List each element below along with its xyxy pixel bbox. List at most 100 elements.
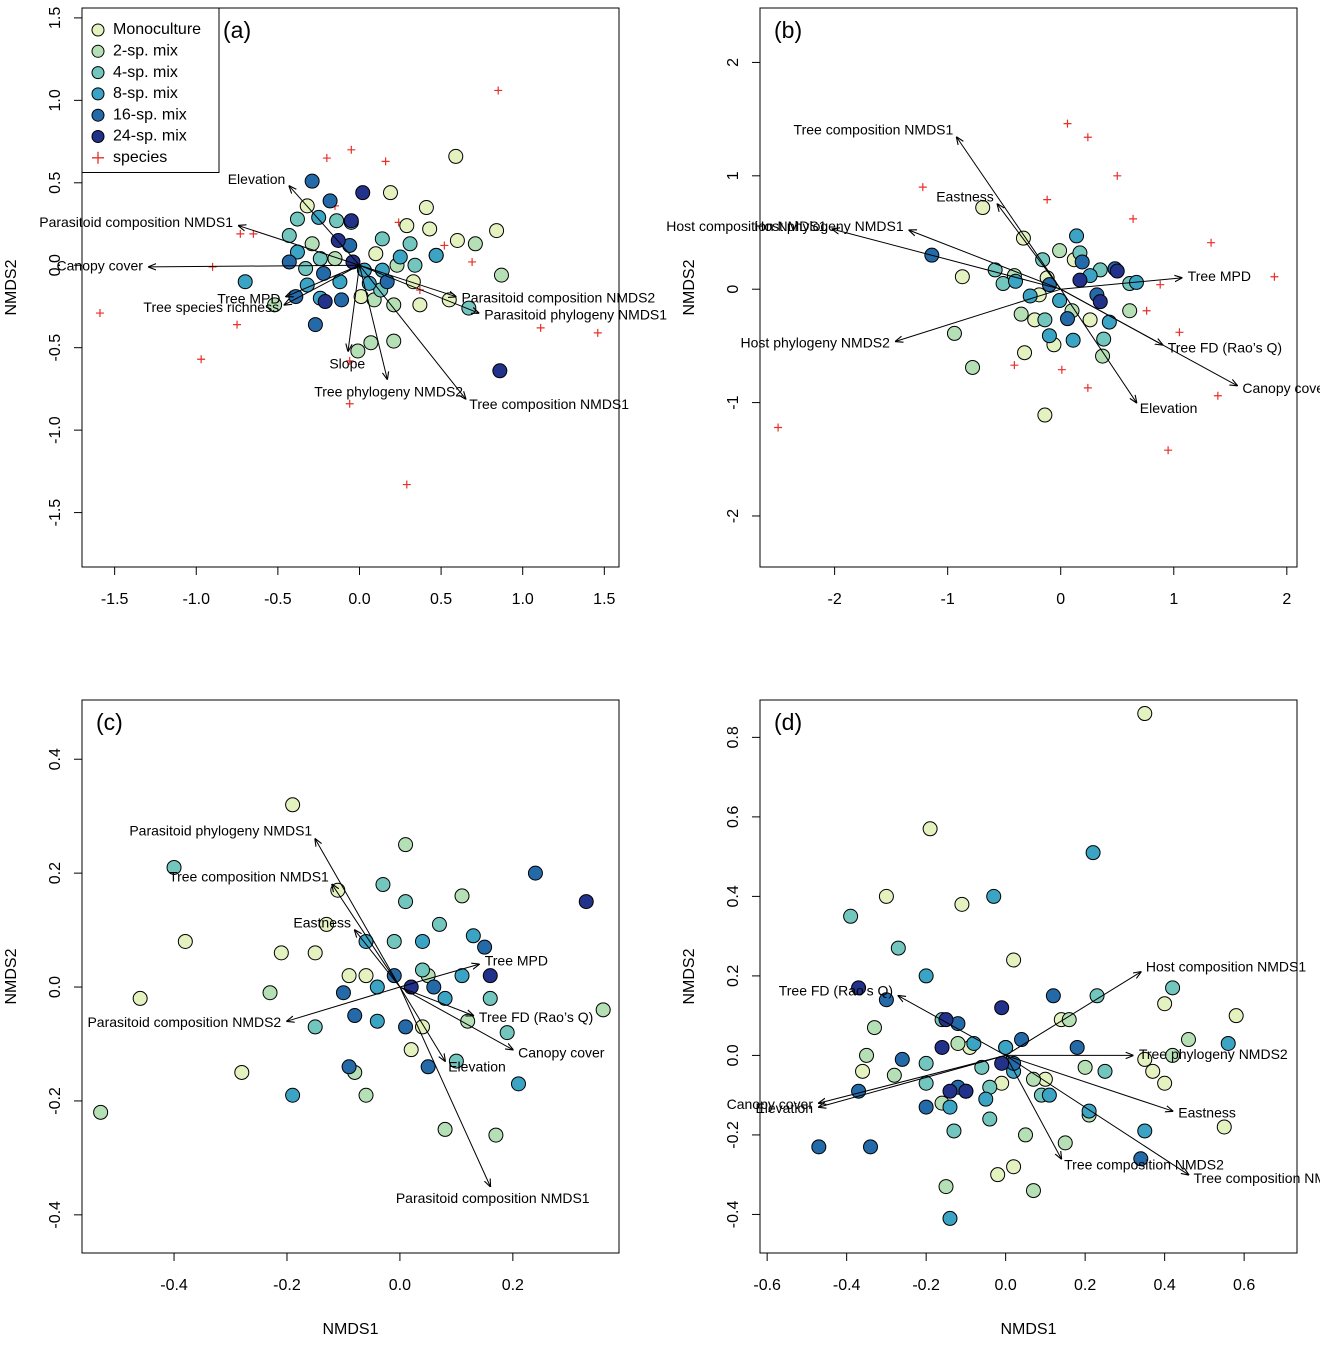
site-point: [465, 928, 481, 944]
x-tick-label: 1.0: [512, 591, 534, 608]
legend-label: 8-sp. mix: [113, 85, 178, 102]
y-tick-label: 0.0: [47, 254, 64, 276]
y-tick-label: -0.5: [47, 334, 64, 362]
vector-arrow: [399, 986, 473, 1015]
site-point: [1013, 306, 1029, 322]
site-point: [1041, 1087, 1057, 1103]
site-point: [1077, 1059, 1093, 1075]
x-tick-label: -1: [941, 591, 955, 608]
vector-arrow: [1060, 288, 1237, 385]
site-point: [460, 1013, 476, 1029]
site-point: [1137, 706, 1153, 722]
vector-arrow: [1005, 1054, 1173, 1111]
vector-label: Tree phylogeny NMDS2: [314, 383, 463, 399]
species-point: [536, 323, 545, 332]
site-point: [878, 888, 894, 904]
x-axis-label: NMDS1: [1000, 1321, 1056, 1338]
y-tick-label: 0.2: [47, 862, 64, 884]
vector-label: Eastness: [936, 188, 994, 204]
site-point: [922, 821, 938, 837]
site-point: [382, 185, 398, 201]
site-point: [341, 968, 357, 984]
site-point: [392, 249, 408, 265]
vector-arrow: [355, 930, 401, 988]
x-tick-label: -0.4: [160, 1277, 188, 1294]
site-point: [863, 1139, 879, 1155]
site-point: [1069, 228, 1085, 244]
vector-arrow: [149, 265, 360, 267]
site-point: [946, 1123, 962, 1139]
species-point: [381, 157, 390, 166]
site-point: [285, 797, 301, 813]
site-point: [422, 221, 438, 237]
y-tick-label: 0.4: [47, 748, 64, 770]
site-point: [386, 333, 402, 349]
species-point: [347, 145, 356, 154]
site-point: [1137, 1123, 1153, 1139]
y-tick-label: -2: [725, 509, 742, 523]
species-point: [1083, 133, 1092, 142]
legend-marker: [91, 44, 105, 58]
vector-arrow: [399, 986, 445, 1061]
species-point: [322, 154, 331, 163]
vector-label: Tree composition NMDS1: [794, 121, 954, 137]
site-point: [866, 1020, 882, 1036]
species-point: [494, 86, 503, 95]
vector-label: Elevation: [228, 171, 286, 187]
site-point: [1145, 1063, 1161, 1079]
x-tick-label: 0.2: [1074, 1277, 1096, 1294]
site-point: [894, 1051, 910, 1067]
species-point: [1057, 365, 1066, 374]
site-point: [399, 218, 415, 234]
y-tick-label: -0.4: [47, 1201, 64, 1229]
site-point: [281, 254, 297, 270]
site-point: [386, 968, 402, 984]
site-point: [448, 1053, 464, 1069]
x-tick-label: 0.2: [502, 1277, 524, 1294]
species-point: [918, 183, 927, 192]
x-axis-label: NMDS1: [322, 1321, 378, 1338]
site-point: [132, 990, 148, 1006]
site-point: [428, 247, 444, 263]
species-point: [345, 356, 354, 365]
site-point: [1069, 1039, 1085, 1055]
y-tick-label: 0.0: [47, 976, 64, 998]
site-point: [1092, 294, 1108, 310]
site-point: [361, 275, 377, 291]
site-point: [374, 231, 390, 247]
site-point: [938, 1179, 954, 1195]
vector-arrow: [1060, 288, 1137, 402]
site-point: [407, 257, 423, 273]
y-axis-label: NMDS2: [681, 948, 698, 1004]
species-point: [236, 229, 245, 238]
y-tick-label: 1.5: [47, 7, 64, 29]
site-point: [273, 945, 289, 961]
vector-label: Elevation: [448, 1059, 506, 1075]
site-point: [1109, 263, 1125, 279]
vector-label: Tree species richness: [143, 299, 279, 315]
site-point: [403, 1042, 419, 1058]
y-tick-label: 0.6: [725, 806, 742, 828]
site-point: [1082, 312, 1098, 328]
x-tick-label: 2: [1282, 591, 1291, 608]
species-point: [593, 328, 602, 337]
site-point: [1074, 254, 1090, 270]
vector-label: Canopy cover: [518, 1044, 605, 1060]
vector-arrow: [819, 1054, 1006, 1103]
vector-label: Tree FD (Rao’s Q): [479, 1009, 593, 1025]
species-point: [197, 355, 206, 364]
site-point: [975, 200, 991, 216]
vector-arrow: [1005, 1055, 1062, 1158]
y-tick-label: -1.5: [47, 499, 64, 527]
x-tick-label: -0.4: [833, 1277, 861, 1294]
x-tick-label: -0.5: [264, 591, 292, 608]
site-point: [1045, 988, 1061, 1004]
vector-label: Tree FD (Rao’s Q): [1168, 339, 1282, 355]
site-point: [1060, 311, 1076, 327]
panel: -2 -1 0 1 2 -2 -1 0 1 2 NMDS2 (b) Tree composition N…: [666, 7, 1320, 608]
site-point: [467, 236, 483, 252]
species-point: [249, 229, 258, 238]
y-tick-label: -1: [725, 395, 742, 409]
panel: -0.4 -0.2 0.0 0.2 -0.4 -0.2 0.0 0.2 0.4 NMDS2 NMDS…: [3, 699, 620, 1338]
